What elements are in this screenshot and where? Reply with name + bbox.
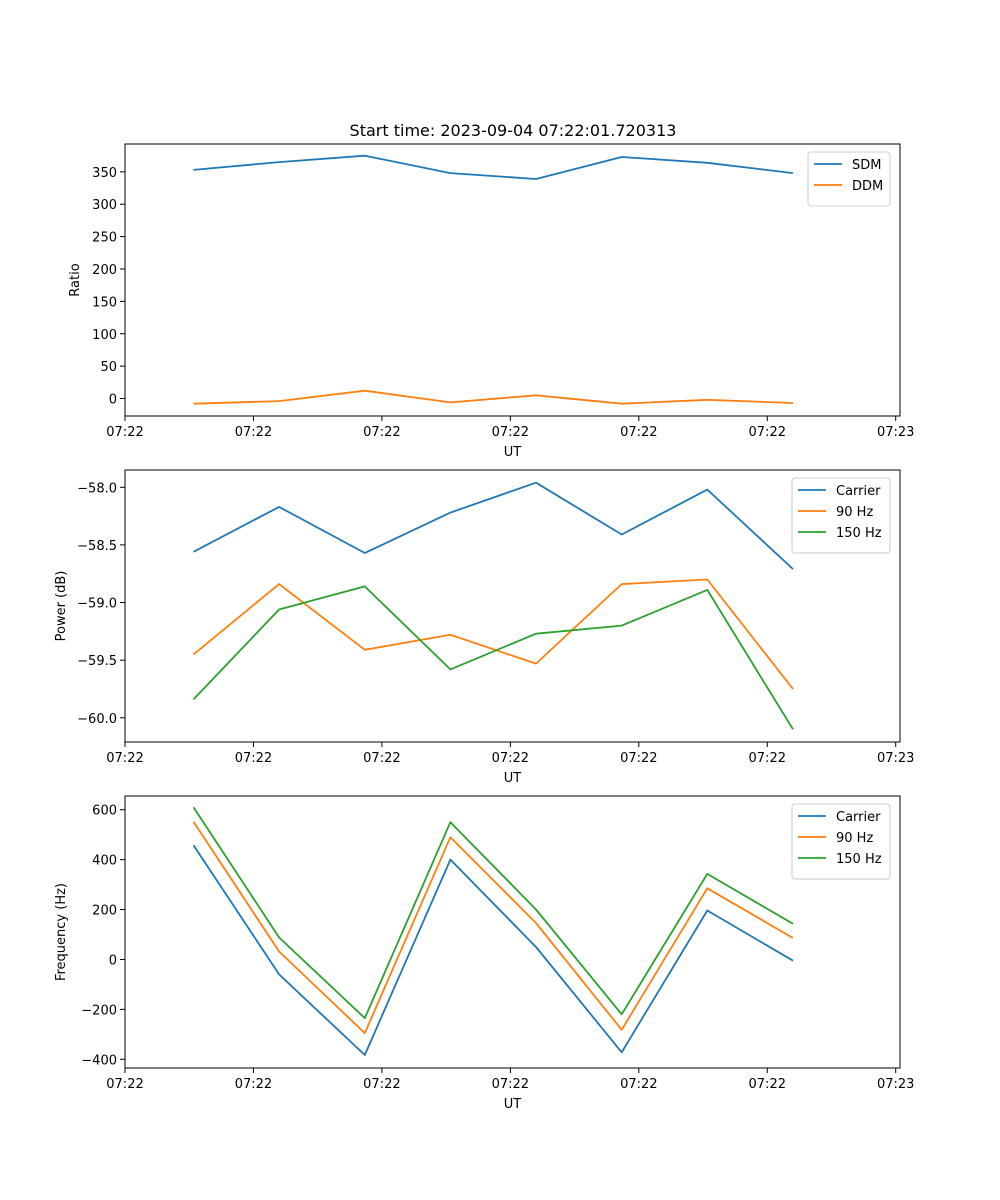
y-tick-label: 200	[92, 904, 117, 919]
x-tick-label: 07:22	[620, 751, 657, 766]
x-tick-label: 07:22	[235, 1077, 272, 1092]
y-tick-label: 350	[92, 166, 117, 181]
legend-label: 150 Hz	[836, 526, 882, 541]
x-axis-label: UT	[504, 445, 522, 460]
y-tick-label: 0	[109, 953, 117, 968]
chart-panel-3: −400 −200 0 200 400 600 07:22 07:22 07:22 07:22 07…	[54, 795, 914, 1112]
y-axis-label: Frequency (Hz)	[54, 883, 69, 981]
y-tick-label: −400	[81, 1053, 117, 1068]
y-tick-label: 0	[109, 393, 117, 408]
y-tick-label: 300	[92, 198, 117, 213]
series-line-150-hz	[192, 585, 794, 730]
x-tick-label: 07:22	[492, 751, 529, 766]
legend-label: 150 Hz	[836, 852, 882, 867]
x-tick-label: 07:23	[877, 1077, 914, 1092]
legend-label: 90 Hz	[836, 831, 873, 846]
plot-frame	[124, 143, 901, 417]
y-tick-label: −59.0	[77, 597, 117, 612]
x-tick-label: 07:22	[620, 425, 657, 440]
figure-title: Start time: 2023-09-04 07:22:01.720313	[350, 121, 677, 140]
y-axis-label: Ratio	[68, 263, 83, 296]
series-line-90-hz	[192, 578, 794, 690]
y-tick-label: 150	[92, 295, 117, 310]
y-axis-label: Power (dB)	[54, 571, 69, 642]
series-line-sdm	[193, 154, 794, 180]
series-line-ddm	[193, 389, 794, 405]
x-tick-label: 07:22	[235, 751, 272, 766]
chart-panel-1: 0 50 100 150 200 250 300 350 07:22 07:22 07:22 07:2…	[68, 143, 914, 460]
series-line-carrier	[193, 481, 794, 570]
series-line-carrier	[192, 844, 794, 1056]
legend-label: Carrier	[836, 810, 881, 825]
y-tick-label: 200	[92, 263, 117, 278]
x-tick-label: 07:22	[363, 1077, 400, 1092]
y-tick-label: 400	[92, 854, 117, 869]
x-tick-label: 07:22	[492, 425, 529, 440]
y-tick-label: 250	[92, 231, 117, 246]
legend-label: SDM	[852, 158, 881, 173]
charts-container: 0 50 100 150 200 250 300 350 07:22 07:22 07:22 07:2…	[54, 143, 914, 1112]
x-tick-label: 07:22	[235, 425, 272, 440]
series-line-90-hz	[192, 821, 794, 1034]
x-tick-label: 07:22	[106, 751, 143, 766]
x-tick-label: 07:22	[749, 1077, 786, 1092]
x-tick-label: 07:22	[106, 425, 143, 440]
x-axis-label: UT	[504, 771, 522, 786]
x-tick-label: 07:23	[877, 425, 914, 440]
legend-label: 90 Hz	[836, 505, 873, 520]
plot-frame	[124, 795, 901, 1069]
legend-label: DDM	[852, 179, 883, 194]
y-tick-label: −59.5	[77, 654, 117, 669]
y-tick-label: −60.0	[77, 712, 117, 727]
x-tick-label: 07:22	[492, 1077, 529, 1092]
legend-label: Carrier	[836, 484, 881, 499]
x-axis-label: UT	[504, 1097, 522, 1112]
legend-box	[791, 477, 891, 554]
x-tick-label: 07:22	[749, 425, 786, 440]
plot-frame	[124, 469, 901, 743]
y-tick-label: −200	[81, 1003, 117, 1018]
chart-panel-2: −60.0 −59.5 −59.0 −58.5 −58.0 07:22 07:22 07:22…	[54, 469, 914, 786]
x-tick-label: 07:22	[363, 425, 400, 440]
legend-box	[807, 151, 891, 207]
y-tick-label: 600	[92, 804, 117, 819]
y-tick-label: 100	[92, 328, 117, 343]
x-tick-label: 07:23	[877, 751, 914, 766]
y-tick-label: −58.0	[77, 481, 117, 496]
x-tick-label: 07:22	[749, 751, 786, 766]
series-line-150-hz	[192, 806, 794, 1019]
x-tick-label: 07:22	[620, 1077, 657, 1092]
legend-box	[791, 803, 891, 880]
y-tick-label: −58.5	[77, 539, 117, 554]
x-tick-label: 07:22	[106, 1077, 143, 1092]
x-tick-label: 07:22	[363, 751, 400, 766]
y-tick-label: 50	[100, 360, 117, 375]
